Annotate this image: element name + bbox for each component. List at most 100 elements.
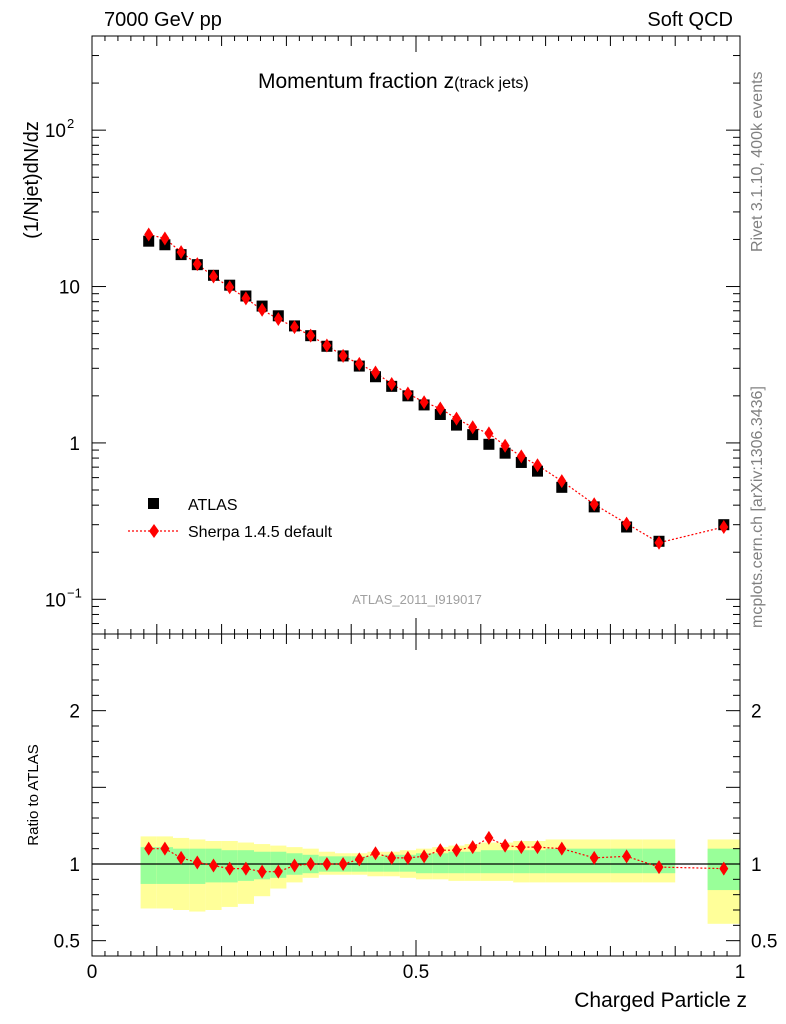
plot-title-z: z	[444, 70, 455, 93]
sherpa-point	[209, 269, 218, 284]
sherpa-point	[557, 474, 567, 489]
sherpa-point	[622, 516, 632, 531]
ratio-y-tick-label: 2	[69, 702, 80, 723]
ratio-point	[654, 860, 664, 875]
ratio-point	[419, 849, 429, 864]
ratio-y-tick-label-right: 0.5	[751, 932, 777, 953]
ratio-point	[257, 864, 267, 879]
sherpa-point	[371, 365, 380, 380]
y-tick-label: 1	[69, 434, 80, 455]
ratio-point	[225, 861, 235, 876]
y-tick-label: 10	[45, 121, 66, 142]
ratio-band-inner	[448, 851, 465, 874]
ratio-point	[403, 850, 413, 865]
axes-and-ticks	[91, 35, 741, 957]
legend-atlas-label: ATLAS	[188, 497, 238, 514]
sherpa-point	[257, 302, 267, 317]
sherpa-point	[500, 438, 510, 453]
ratio-point	[354, 852, 364, 867]
sherpa-point	[241, 291, 251, 306]
process-label: Soft QCD	[647, 9, 733, 31]
sherpa-point	[306, 328, 316, 343]
sherpa-point	[338, 348, 348, 363]
ratio-y-tick-label-right: 2	[751, 702, 762, 723]
ratio-point	[306, 857, 316, 871]
ratio-point	[719, 861, 729, 876]
ratio-point	[468, 840, 478, 855]
analysis-name: ATLAS_2011_I919017	[352, 592, 482, 607]
main-y-axis-title: (1/Njet)dN/dz	[21, 121, 43, 239]
ratio-point	[452, 843, 461, 858]
sherpa-point	[192, 257, 202, 272]
ratio-point	[338, 857, 348, 871]
main-plot-marks	[143, 227, 730, 550]
ratio-point	[371, 846, 380, 861]
x-axis-title: Charged Particle z	[574, 989, 747, 1012]
sherpa-point	[516, 449, 526, 464]
ratio-band-inner	[529, 850, 546, 874]
source-label: mcplots.cern.ch [arXiv:1306.3436]	[749, 386, 766, 628]
legend-atlas-marker	[148, 498, 159, 509]
energy-label: 7000 GeV pp	[104, 9, 222, 31]
ratio-band-inner	[156, 847, 173, 884]
ratio-band-inner	[513, 850, 530, 874]
ratio-point	[484, 830, 494, 845]
plot-title-sub: (track jets)	[454, 75, 529, 92]
plot-title-main: Momentum fraction	[258, 70, 444, 93]
sherpa-point	[654, 535, 664, 550]
atlas-point	[499, 447, 511, 459]
sherpa-point	[160, 231, 170, 246]
ratio-point	[500, 838, 510, 853]
sherpa-point	[533, 458, 542, 473]
ratio-point	[160, 841, 170, 856]
x-tick-label: 1	[735, 962, 746, 983]
y-tick-label: 10	[59, 278, 80, 299]
y-tick-label-exponent: 2	[67, 116, 74, 131]
ratio-point	[516, 840, 526, 855]
legend-sherpa-label: Sherpa 1.4.5 default	[188, 524, 333, 541]
ratio-point	[322, 857, 332, 871]
ratio-point	[589, 850, 599, 865]
ratio-point	[557, 841, 567, 856]
sherpa-point	[387, 377, 397, 392]
y-tick-label: 10	[45, 590, 66, 611]
legend-sherpa-marker	[149, 524, 159, 538]
ratio-band-inner	[432, 853, 449, 874]
x-tick-label: 0.5	[403, 962, 429, 983]
ratio-point	[290, 858, 299, 873]
sherpa-point	[589, 497, 599, 512]
ratio-point	[435, 843, 445, 858]
rivet-version-label: Rivet 3.1.10, 400k events	[749, 71, 766, 252]
sherpa-point	[419, 395, 429, 410]
ratio-point	[387, 850, 397, 865]
ratio-plot-marks	[144, 830, 729, 879]
ratio-point	[176, 850, 186, 865]
ratio-y-tick-label: 1	[69, 855, 80, 876]
y-tick-label-exponent: −1	[67, 585, 82, 600]
sherpa-point	[452, 411, 461, 426]
atlas-point	[483, 438, 495, 450]
sherpa-point	[468, 420, 478, 435]
ratio-point	[533, 840, 542, 855]
legend: ATLAS Sherpa 1.4.5 default	[128, 497, 333, 541]
ratio-point	[241, 861, 251, 876]
sherpa-point	[322, 338, 332, 353]
ratio-y-tick-label: 0.5	[54, 932, 80, 953]
ratio-point	[209, 858, 218, 873]
ratio-point	[622, 849, 632, 864]
ratio-band-inner	[480, 850, 497, 874]
sherpa-point	[354, 356, 364, 371]
ratio-point	[192, 855, 202, 870]
sherpa-line	[148, 233, 724, 544]
plot-title: Momentum fraction z(track jets)	[258, 70, 529, 93]
sherpa-point	[719, 519, 729, 534]
ratio-band-inner	[140, 847, 157, 884]
sherpa-point	[403, 386, 413, 401]
sherpa-point	[176, 245, 186, 260]
ratio-band-inner	[464, 851, 481, 874]
ratio-y-tick-label-right: 1	[751, 855, 762, 876]
sherpa-point	[435, 401, 445, 416]
sherpa-point	[273, 312, 283, 327]
main-plot-frame	[91, 35, 741, 635]
